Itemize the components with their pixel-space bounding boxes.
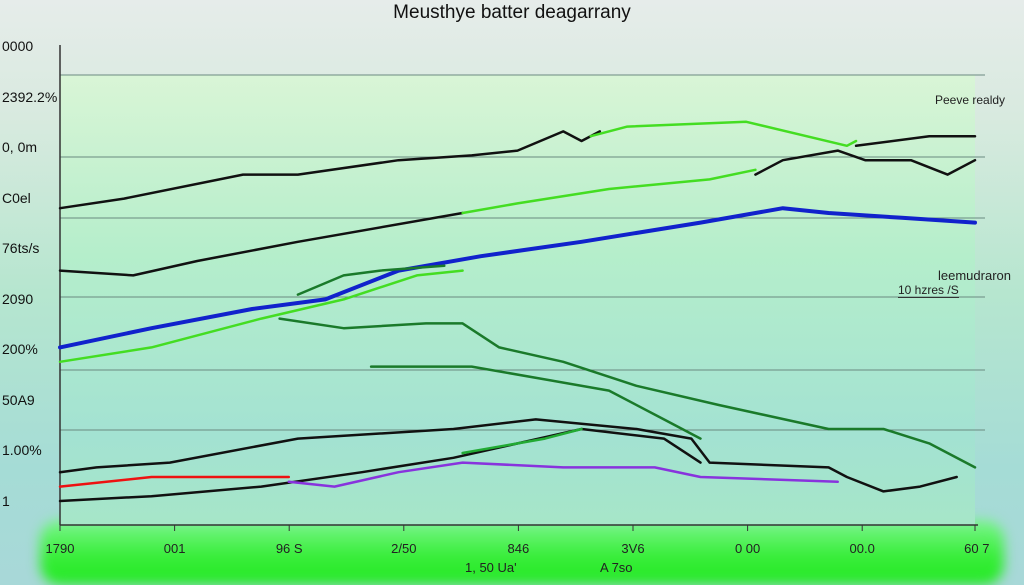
series-line-blue xyxy=(58,206,977,350)
series-line-red xyxy=(58,475,290,488)
x-tick-label: 846 xyxy=(507,541,530,556)
x-tick-label: 3V6 xyxy=(621,541,645,556)
series-line-black-second-right xyxy=(754,149,977,176)
series-line-black-top-right xyxy=(854,134,977,148)
annotation-sub: 10 hzres /S xyxy=(898,283,959,298)
bottom-glow xyxy=(40,520,1004,585)
series-line-dark-green-1 xyxy=(278,317,977,469)
annotation-top: Peeve realdy xyxy=(935,93,1006,107)
series-line-purple xyxy=(287,461,839,488)
y-tick-label: 2392.2% xyxy=(2,88,58,105)
series-line-black-second xyxy=(58,211,464,277)
chart-title: Meusthye batter deagarrany xyxy=(393,2,631,23)
series-line-green-top xyxy=(589,120,858,148)
y-tick-label: 0, 0m xyxy=(2,139,38,155)
x-tick-label: 60 7 xyxy=(964,541,990,556)
x-sublabel: 1, 50 Ua' xyxy=(465,560,517,575)
series-line-black-top xyxy=(58,130,602,210)
x-tick-label: 00.0 xyxy=(849,541,875,556)
x-tick-label: 1790 xyxy=(45,541,75,556)
x-sublabel: A 7so xyxy=(600,560,633,575)
x-tick-label: 0 00 xyxy=(734,541,761,556)
annotation-mid: leemudraron xyxy=(938,268,1011,283)
series-line-black-lower-2 xyxy=(58,427,702,503)
y-tick-label: 76ts/s xyxy=(2,240,40,256)
series-line-green-second xyxy=(461,168,757,215)
series-line-bright-green xyxy=(58,269,464,364)
y-tick-label: 50A9 xyxy=(2,391,35,408)
x-tick-label: 2/50 xyxy=(391,541,417,556)
y-tick-label: 0000 xyxy=(2,38,34,54)
series-line-dark-green-2 xyxy=(296,264,446,296)
y-tick-label: 1 xyxy=(2,492,10,509)
x-tick-label: 96 S xyxy=(275,541,303,556)
series-line-green-lower xyxy=(461,427,583,455)
y-tick-label: 2090 xyxy=(2,290,34,307)
series-line-dark-green-3 xyxy=(369,365,702,440)
y-tick-label: 1.00% xyxy=(2,442,42,458)
y-tick-label: C0el xyxy=(2,189,31,206)
y-tick-label: 200% xyxy=(2,341,38,357)
series-line-black-lower-1 xyxy=(58,418,958,493)
x-tick-label: 001 xyxy=(163,541,186,556)
